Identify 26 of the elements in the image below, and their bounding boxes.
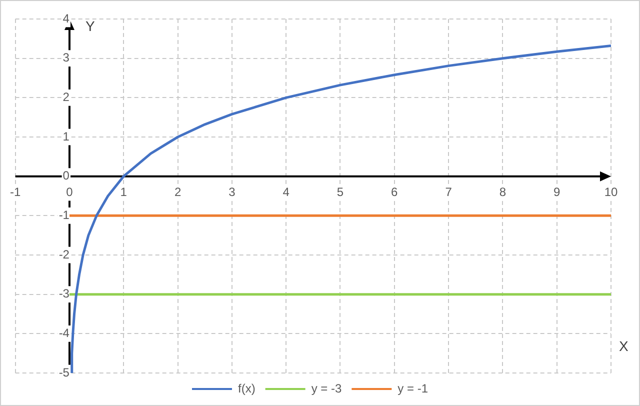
x-tick-label: 9 bbox=[554, 184, 561, 199]
x-tick-label: 5 bbox=[336, 184, 344, 199]
x-tick-label: 6 bbox=[391, 184, 398, 199]
y-tick-label: 2 bbox=[62, 90, 70, 104]
y-tick-label: 1 bbox=[62, 129, 70, 144]
y-tick-label: -3 bbox=[58, 286, 70, 301]
y-tick-label: -5 bbox=[58, 365, 70, 380]
legend-label: f(x) bbox=[238, 381, 256, 396]
x-tick-label: -1 bbox=[10, 184, 21, 199]
x-tick-label: 3 bbox=[228, 184, 236, 199]
x-tick-label: 7 bbox=[445, 184, 452, 199]
y-axis-title: Y bbox=[85, 18, 96, 34]
y-tick-label: -1 bbox=[58, 208, 70, 222]
x-tick-label: 4 bbox=[282, 184, 290, 199]
legend-label: y = -3 bbox=[311, 381, 342, 396]
x-tick-label: 1 bbox=[120, 184, 128, 199]
y-tick-label: 4 bbox=[62, 11, 70, 26]
y-tick-label: 3 bbox=[62, 50, 70, 65]
legend-label: y = -1 bbox=[398, 381, 428, 396]
y-tick-label: -2 bbox=[58, 247, 70, 262]
x-tick-label: 10 bbox=[604, 184, 618, 199]
x-axis-title: X bbox=[619, 338, 629, 354]
y-tick-label: 0 bbox=[62, 168, 70, 183]
x-tick-label: 2 bbox=[174, 184, 182, 199]
y-tick-label: -4 bbox=[58, 326, 70, 340]
x-tick-label: 8 bbox=[499, 184, 506, 199]
